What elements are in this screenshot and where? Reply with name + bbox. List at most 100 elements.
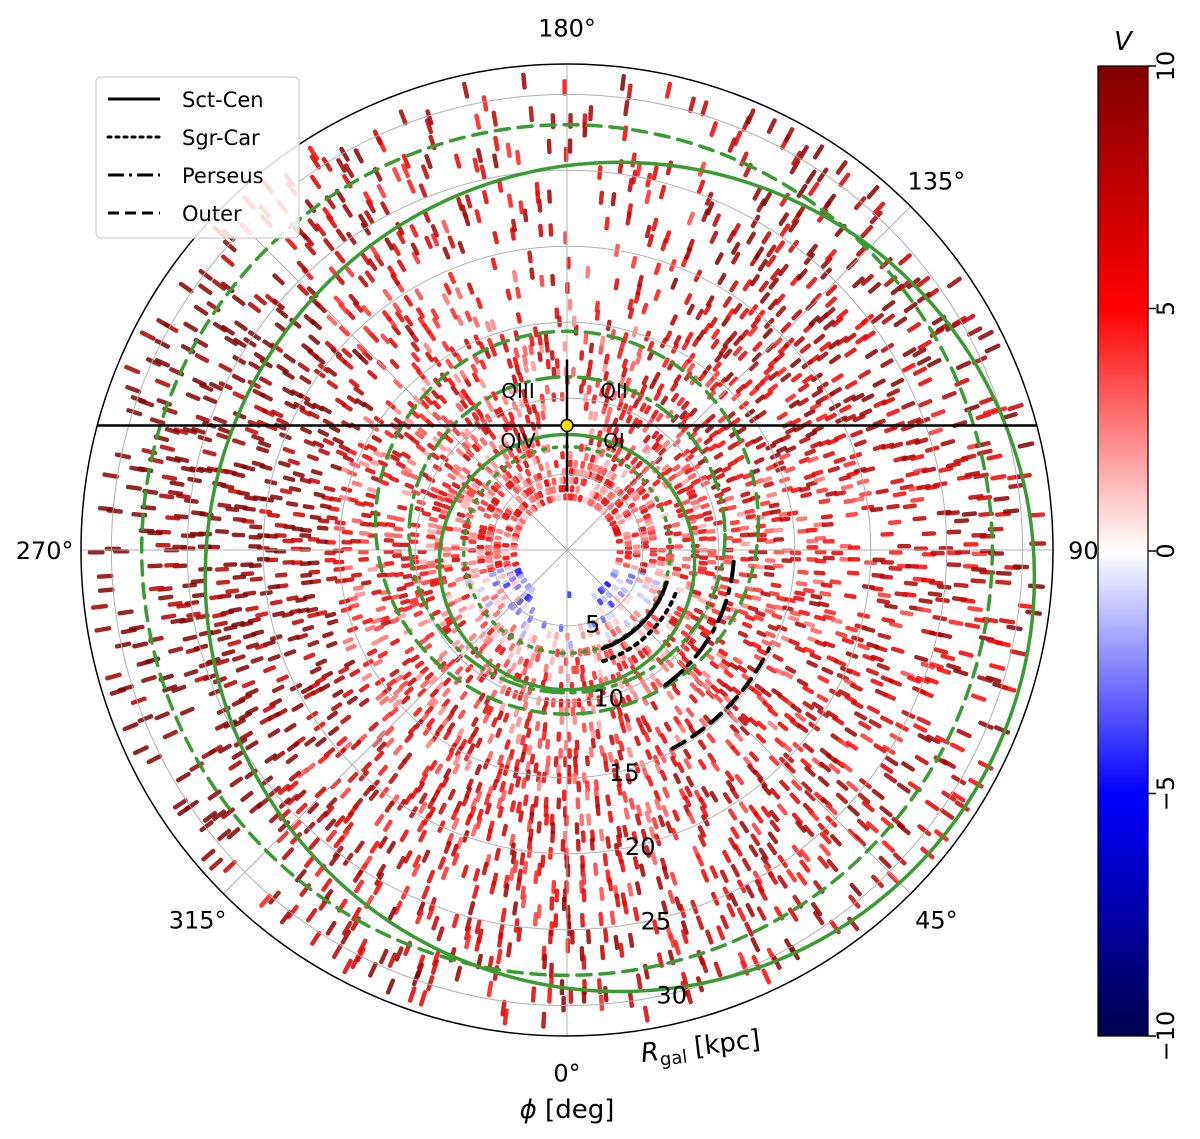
velocity-point [767, 831, 779, 845]
velocity-point [764, 558, 776, 563]
velocity-point [824, 412, 837, 422]
velocity-point [879, 574, 894, 580]
velocity-point [139, 330, 156, 341]
velocity-point [644, 810, 652, 823]
velocity-point [661, 900, 669, 915]
velocity-point [476, 586, 485, 593]
colorbar-tick-label: −5 [1152, 776, 1180, 811]
velocity-point [810, 593, 823, 600]
velocity-point [799, 859, 811, 873]
velocity-point [527, 250, 533, 264]
velocity-point [350, 739, 362, 750]
velocity-point [588, 721, 595, 732]
velocity-point [156, 398, 172, 407]
velocity-point [788, 399, 801, 409]
velocity-point [292, 511, 306, 518]
velocity-point [886, 503, 900, 510]
velocity-point [358, 530, 370, 536]
velocity-point [777, 875, 788, 889]
velocity-point [641, 493, 650, 500]
velocity-point [762, 390, 773, 400]
velocity-point [366, 648, 378, 657]
velocity-point [870, 654, 884, 663]
velocity-point [637, 274, 644, 288]
velocity-point [758, 847, 769, 861]
velocity-point [491, 110, 498, 127]
velocity-point [813, 333, 826, 345]
velocity-point [781, 558, 793, 563]
velocity-point [724, 495, 735, 502]
velocity-point [389, 359, 400, 369]
velocity-point [478, 378, 487, 389]
velocity-point [932, 614, 948, 622]
velocity-point [326, 314, 338, 326]
velocity-point [766, 254, 777, 268]
velocity-point [767, 871, 778, 885]
velocity-point [319, 503, 332, 510]
velocity-point [762, 328, 773, 339]
velocity-point [709, 660, 719, 670]
velocity-point [382, 310, 392, 322]
velocity-point [756, 410, 767, 419]
velocity-point [623, 100, 630, 117]
velocity-point [913, 723, 928, 733]
velocity-point [782, 670, 794, 679]
velocity-point [325, 920, 337, 936]
velocity-point [860, 224, 874, 239]
velocity-point [269, 599, 283, 606]
velocity-point [582, 113, 588, 130]
velocity-point [445, 750, 454, 762]
velocity-point [515, 312, 522, 324]
velocity-point [742, 379, 753, 389]
colorbar-gradient [1097, 65, 1149, 1037]
velocity-point [659, 752, 667, 763]
velocity-point [404, 482, 415, 490]
velocity-point [656, 952, 664, 968]
velocity-point [870, 585, 884, 592]
velocity-point [380, 201, 390, 216]
velocity-point [910, 454, 925, 462]
velocity-point [630, 255, 638, 269]
velocity-point [681, 920, 689, 936]
velocity-point [670, 755, 678, 767]
velocity-point [768, 277, 779, 290]
velocity-point [603, 370, 609, 381]
velocity-point [960, 313, 976, 325]
velocity-point [819, 761, 831, 773]
velocity-point [798, 456, 811, 464]
velocity-point [506, 358, 513, 369]
velocity-point [521, 666, 528, 676]
velocity-point [382, 711, 393, 722]
velocity-point [646, 620, 654, 629]
velocity-point [464, 310, 473, 322]
velocity-point [844, 727, 858, 737]
velocity-point [385, 978, 396, 995]
velocity-point [180, 533, 196, 539]
velocity-point [881, 313, 895, 325]
velocity-point [284, 722, 297, 733]
velocity-point [414, 288, 424, 301]
velocity-point [817, 775, 830, 787]
velocity-point [596, 438, 603, 448]
velocity-point [761, 784, 772, 796]
velocity-point [632, 494, 641, 502]
velocity-point [889, 732, 903, 743]
velocity-point [744, 921, 754, 937]
velocity-point [328, 726, 340, 736]
velocity-point [629, 614, 637, 622]
velocity-point [770, 268, 781, 281]
velocity-point [708, 317, 718, 329]
velocity-point [665, 160, 674, 176]
velocity-point [843, 394, 856, 404]
velocity-point [613, 595, 621, 603]
velocity-point [817, 167, 829, 183]
velocity-point [505, 288, 512, 301]
velocity-point [748, 717, 759, 727]
velocity-point [854, 711, 867, 721]
velocity-point [368, 721, 379, 732]
velocity-point [376, 184, 387, 199]
velocity-point [630, 456, 638, 465]
velocity-point [761, 191, 772, 206]
velocity-point [580, 460, 586, 469]
velocity-point [631, 831, 639, 844]
